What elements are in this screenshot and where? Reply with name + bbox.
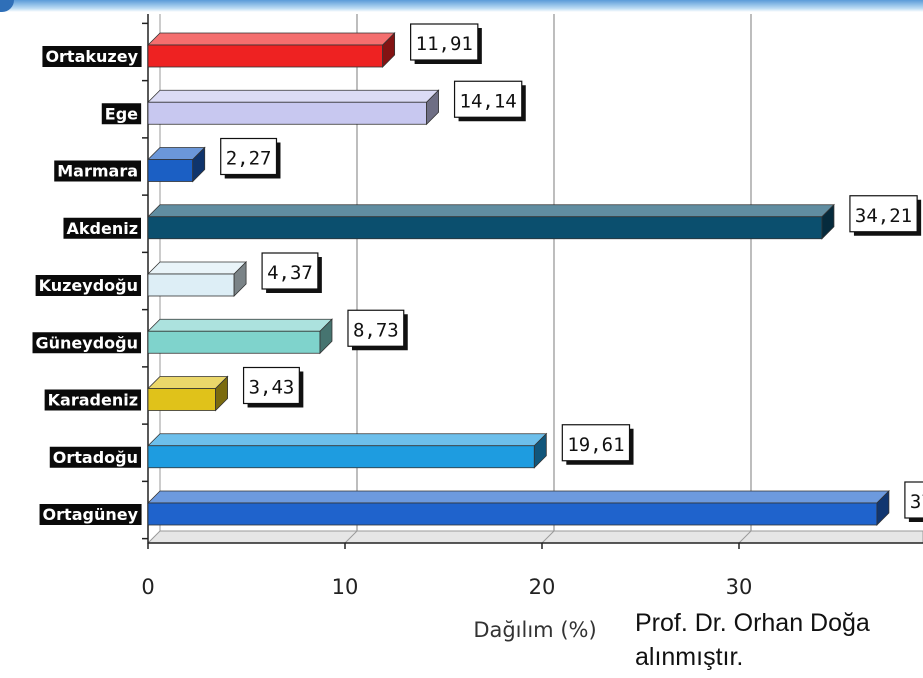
category-label-bg-ortakuzey [42, 46, 142, 67]
bar-akdeniz [147, 216, 823, 240]
bar-side-güneydoğu [319, 318, 333, 355]
x-tick-label-10: 10 [332, 575, 359, 599]
bar-ortagüney [147, 502, 878, 526]
bar-ortakuzey [147, 44, 384, 68]
category-label-ortakuzey: Ortakuzey [45, 47, 138, 66]
data-label-güneydoğu: 8,73 [353, 319, 399, 341]
bar-ege [147, 101, 427, 125]
category-label-kuzeydoğu: Kuzeydoğu [39, 276, 138, 295]
data-label-ege: 14,14 [460, 90, 517, 112]
x-axis-label: Dağılım (%) [473, 618, 596, 642]
bar-side-marmara [192, 146, 206, 183]
credit-line-1: Prof. Dr. Orhan Doğa [635, 609, 870, 637]
chart-floor [146, 530, 923, 544]
bar-side-akdeniz [821, 203, 835, 240]
bar-top-akdeniz [147, 204, 835, 218]
bar-güneydoğu [147, 330, 321, 354]
bar-top-güneydoğu [147, 318, 333, 332]
bar-top-ortakuzey [147, 32, 396, 46]
data-label-kuzeydoğu: 4,37 [267, 262, 313, 284]
category-label-akdeniz: Akdeniz [66, 219, 138, 238]
gridline-floor-30 [738, 530, 752, 544]
gridline-floor-10 [344, 530, 358, 544]
data-label-box-ortadoğu [561, 424, 631, 462]
data-label-box-ortakuzey [410, 23, 479, 61]
data-label-ortagüney: 37 [910, 491, 923, 513]
data-label-box-güneydoğu [347, 309, 405, 347]
data-label-box-marmara [220, 137, 278, 176]
bar-top-ortadoğu [147, 433, 548, 447]
data-label-karadeniz: 3,43 [249, 377, 295, 399]
category-label-bg-ortadoğu [49, 446, 141, 468]
credit-line-2: alınmıştır. [635, 643, 744, 671]
bar-side-ortadoğu [533, 432, 547, 469]
bar-kuzeydoğu [147, 273, 235, 297]
category-label-bg-güneydoğu [32, 332, 141, 354]
x-tick-label-0: 0 [141, 575, 154, 599]
data-label-box-ortagüney [904, 481, 923, 519]
data-label-box-kuzeydoğu [261, 252, 319, 290]
category-label-güneydoğu: Güneydoğu [36, 333, 138, 352]
x-tick-label-30: 30 [726, 575, 753, 599]
x-tick-label-20: 20 [529, 575, 556, 599]
data-label-akdeniz: 34,21 [855, 205, 912, 227]
category-label-bg-ortagüney [39, 504, 142, 525]
category-label-karadeniz: Karadeniz [48, 391, 138, 410]
bar-ortadoğu [147, 445, 535, 469]
bar-side-karadeniz [215, 375, 228, 412]
data-label-box-ege [453, 80, 523, 118]
data-label-ortadoğu: 19,61 [567, 434, 624, 456]
category-label-ortadoğu: Ortadoğu [53, 448, 138, 467]
bar-top-ege [147, 89, 440, 103]
bar-top-karadeniz [147, 376, 229, 389]
data-label-marmara: 2,27 [226, 148, 272, 170]
category-label-bg-karadeniz [44, 389, 141, 411]
data-label-box-karadeniz [242, 366, 300, 405]
bar-side-ortagüney [876, 490, 890, 526]
gridline-floor-20 [541, 530, 555, 544]
bar-side-ortakuzey [382, 32, 396, 68]
bar-side-ege [426, 89, 439, 126]
bar-top-kuzeydoğu [147, 261, 248, 275]
data-label-ortakuzey: 11,91 [416, 33, 473, 55]
bar-side-kuzeydoğu [233, 261, 247, 297]
category-label-bg-marmara [54, 160, 141, 182]
category-label-ortagüney: Ortagüney [43, 505, 139, 524]
bar-karadeniz [147, 388, 216, 411]
category-label-ege: Ege [105, 104, 138, 123]
top-decorative-band [0, 0, 923, 12]
bar-marmara [147, 159, 194, 182]
data-label-box-akdeniz [849, 195, 918, 233]
category-label-bg-ege [101, 103, 142, 125]
category-label-marmara: Marmara [57, 162, 138, 181]
category-label-bg-kuzeydoğu [35, 275, 141, 296]
bar-top-ortagüney [147, 490, 890, 504]
source-credit: Prof. Dr. Orhan Doğa alınmıştır. [635, 606, 923, 674]
category-label-bg-akdeniz [63, 217, 141, 239]
